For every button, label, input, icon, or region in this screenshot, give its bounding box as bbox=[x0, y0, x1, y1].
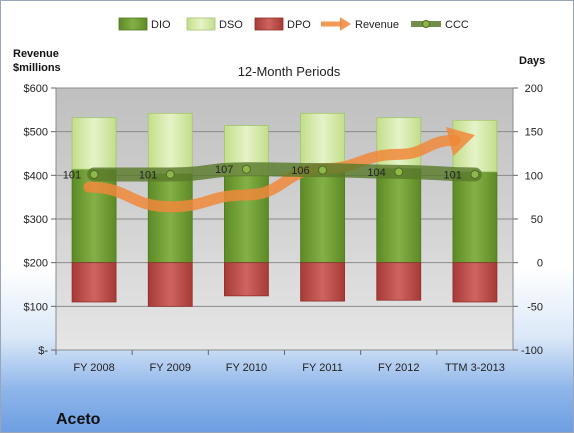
bar-dpo bbox=[376, 262, 422, 301]
bars bbox=[71, 112, 498, 307]
bar-dio bbox=[376, 167, 422, 264]
right-tick-label: 200 bbox=[525, 83, 543, 95]
x-tick-label: FY 2011 bbox=[302, 362, 343, 374]
left-tick-label: $500 bbox=[24, 127, 48, 139]
legend-item-ccc: CCC bbox=[411, 19, 469, 31]
legend-item-dso: DSO bbox=[186, 17, 243, 31]
revenue-line bbox=[83, 134, 461, 213]
left-axis-title-line2: $millions bbox=[13, 62, 61, 74]
right-tick-label: -50 bbox=[527, 301, 543, 313]
right-axis-title: Days bbox=[519, 55, 545, 67]
right-tick-label: 150 bbox=[525, 127, 543, 139]
right-tick-label: -100 bbox=[521, 345, 543, 357]
x-axis: FY 2008 FY 2009 FY 2010 FY 2011 FY 2012 TTM 3… bbox=[55, 350, 505, 374]
left-tick-label: $300 bbox=[24, 214, 48, 226]
company-name: Aceto bbox=[56, 411, 101, 428]
bar-dpo bbox=[452, 262, 498, 303]
ccc-data-label: 104 bbox=[367, 167, 385, 179]
bar-dio bbox=[147, 173, 193, 264]
ccc-data-label: 107 bbox=[215, 164, 233, 176]
legend-item-revenue: Revenue bbox=[321, 17, 399, 31]
legend-item-dpo: DPO bbox=[254, 17, 311, 31]
x-tick-label: TTM 3-2013 bbox=[445, 362, 505, 374]
bar-dso bbox=[71, 117, 117, 170]
ccc-data-label: 101 bbox=[444, 169, 462, 181]
bar-dso bbox=[300, 112, 345, 172]
ccc-line bbox=[87, 162, 482, 182]
legend: DIO DSO DPO Revenue CCC bbox=[118, 17, 469, 31]
bar-dpo bbox=[71, 262, 117, 303]
ccc-point bbox=[394, 167, 404, 177]
x-tick-label: FY 2010 bbox=[226, 362, 267, 374]
bar-dio bbox=[452, 171, 498, 264]
ccc-point bbox=[318, 165, 328, 175]
left-tick-label: $600 bbox=[24, 83, 48, 95]
ccc-point bbox=[470, 169, 480, 179]
left-tick-label: $100 bbox=[24, 301, 48, 313]
ccc-point bbox=[241, 164, 251, 174]
legend-item-dio: DIO bbox=[118, 17, 171, 31]
left-axis-title-line1: Revenue bbox=[13, 48, 59, 60]
x-tick-label: FY 2009 bbox=[150, 362, 191, 374]
chart-title: 12-Month Periods bbox=[238, 64, 341, 79]
revenue-series bbox=[83, 126, 475, 213]
legend-label-revenue: Revenue bbox=[355, 19, 399, 31]
x-tick-label: FY 2008 bbox=[73, 362, 114, 374]
bar-dpo bbox=[224, 262, 269, 297]
right-tick-label: 0 bbox=[537, 258, 543, 270]
left-tick-label: $- bbox=[38, 345, 48, 357]
legend-label-dpo: DPO bbox=[287, 19, 311, 31]
ccc-point bbox=[89, 169, 99, 179]
left-axis: $- $100 $200 $300 $400 $500 $600 bbox=[24, 83, 56, 357]
bar-dpo bbox=[300, 262, 345, 302]
bar-dso bbox=[147, 112, 193, 174]
right-tick-label: 100 bbox=[525, 170, 543, 182]
ccc-series: 101 101 107 106 104 101 bbox=[63, 162, 482, 182]
legend-label-ccc: CCC bbox=[445, 19, 469, 31]
ccc-data-label: 106 bbox=[291, 165, 309, 177]
bar-dpo bbox=[147, 262, 193, 307]
right-tick-label: 50 bbox=[531, 214, 543, 226]
right-axis: -100 -50 0 50 100 150 200 bbox=[513, 83, 543, 357]
legend-label-dso: DSO bbox=[219, 19, 243, 31]
ccc-data-label: 101 bbox=[63, 169, 81, 181]
ccc-point bbox=[165, 169, 175, 179]
bar-dio bbox=[300, 170, 345, 264]
revenue-arrowhead bbox=[446, 126, 475, 157]
x-tick-label: FY 2012 bbox=[378, 362, 419, 374]
left-tick-label: $400 bbox=[24, 170, 48, 182]
legend-label-dio: DIO bbox=[151, 19, 171, 31]
left-tick-label: $200 bbox=[24, 258, 48, 270]
ccc-data-label: 101 bbox=[139, 169, 157, 181]
